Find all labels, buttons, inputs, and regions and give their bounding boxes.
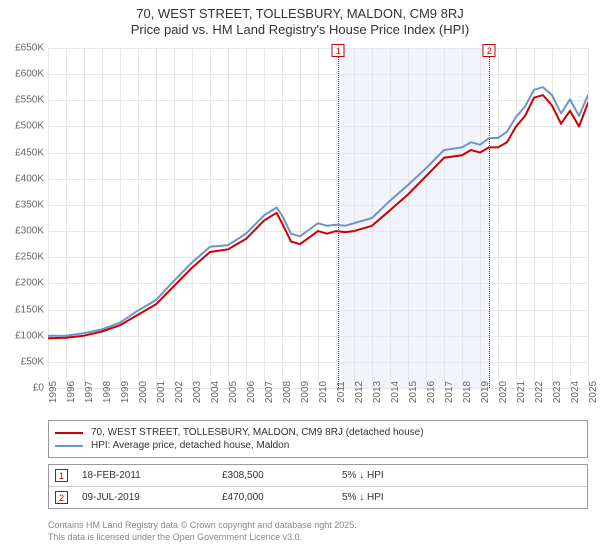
y-axis-label: £100K [15,330,44,341]
event-date: 18-FEB-2011 [82,470,222,481]
event-row: 1 18-FEB-2011 £308,500 5% ↓ HPI [49,465,587,486]
y-axis-label: £500K [15,121,44,132]
event-price: £470,000 [222,492,342,503]
y-axis-label: £350K [15,199,44,210]
y-axis-label: £400K [15,173,44,184]
legend-label: HPI: Average price, detached house, Mald… [91,440,289,451]
y-axis-label: £550K [15,95,44,106]
y-axis-label: £150K [15,304,44,315]
y-axis-label: £650K [15,43,44,54]
event-price: £308,500 [222,470,342,481]
y-axis-label: £50K [21,356,44,367]
legend-box: 70, WEST STREET, TOLLESBURY, MALDON, CM9… [48,420,588,458]
series-line [48,87,588,336]
event-badge: 1 [55,469,68,482]
title-line-2: Price paid vs. HM Land Registry's House … [0,22,600,38]
attribution: Contains HM Land Registry data © Crown c… [48,520,588,543]
y-axis-label: £300K [15,226,44,237]
event-date: 09-JUL-2019 [82,492,222,503]
title-line-1: 70, WEST STREET, TOLLESBURY, MALDON, CM9… [0,6,600,22]
y-axis-label: £200K [15,278,44,289]
y-axis-label: £600K [15,69,44,80]
legend-item: HPI: Average price, detached house, Mald… [55,440,581,451]
legend-swatch [55,432,83,434]
attribution-line: Contains HM Land Registry data © Crown c… [48,520,588,532]
title-block: 70, WEST STREET, TOLLESBURY, MALDON, CM9… [0,0,600,39]
plot-region: £0£50K£100K£150K£200K£250K£300K£350K£400… [48,48,588,388]
y-axis-label: £250K [15,252,44,263]
y-axis-label: £450K [15,147,44,158]
event-badge: 2 [55,491,68,504]
event-row: 2 09-JUL-2019 £470,000 5% ↓ HPI [49,486,587,508]
chart-area: £0£50K£100K£150K£200K£250K£300K£350K£400… [48,48,588,408]
series-layer [48,48,588,388]
y-axis-label: £0 [33,383,44,394]
event-note: 5% ↓ HPI [342,470,581,481]
legend-label: 70, WEST STREET, TOLLESBURY, MALDON, CM9… [91,427,424,438]
attribution-line: This data is licensed under the Open Gov… [48,532,588,544]
legend-swatch [55,445,83,447]
event-note: 5% ↓ HPI [342,492,581,503]
chart-container: 70, WEST STREET, TOLLESBURY, MALDON, CM9… [0,0,600,560]
legend-item: 70, WEST STREET, TOLLESBURY, MALDON, CM9… [55,427,581,438]
grid-line [588,48,589,388]
events-table: 1 18-FEB-2011 £308,500 5% ↓ HPI 2 09-JUL… [48,464,588,509]
